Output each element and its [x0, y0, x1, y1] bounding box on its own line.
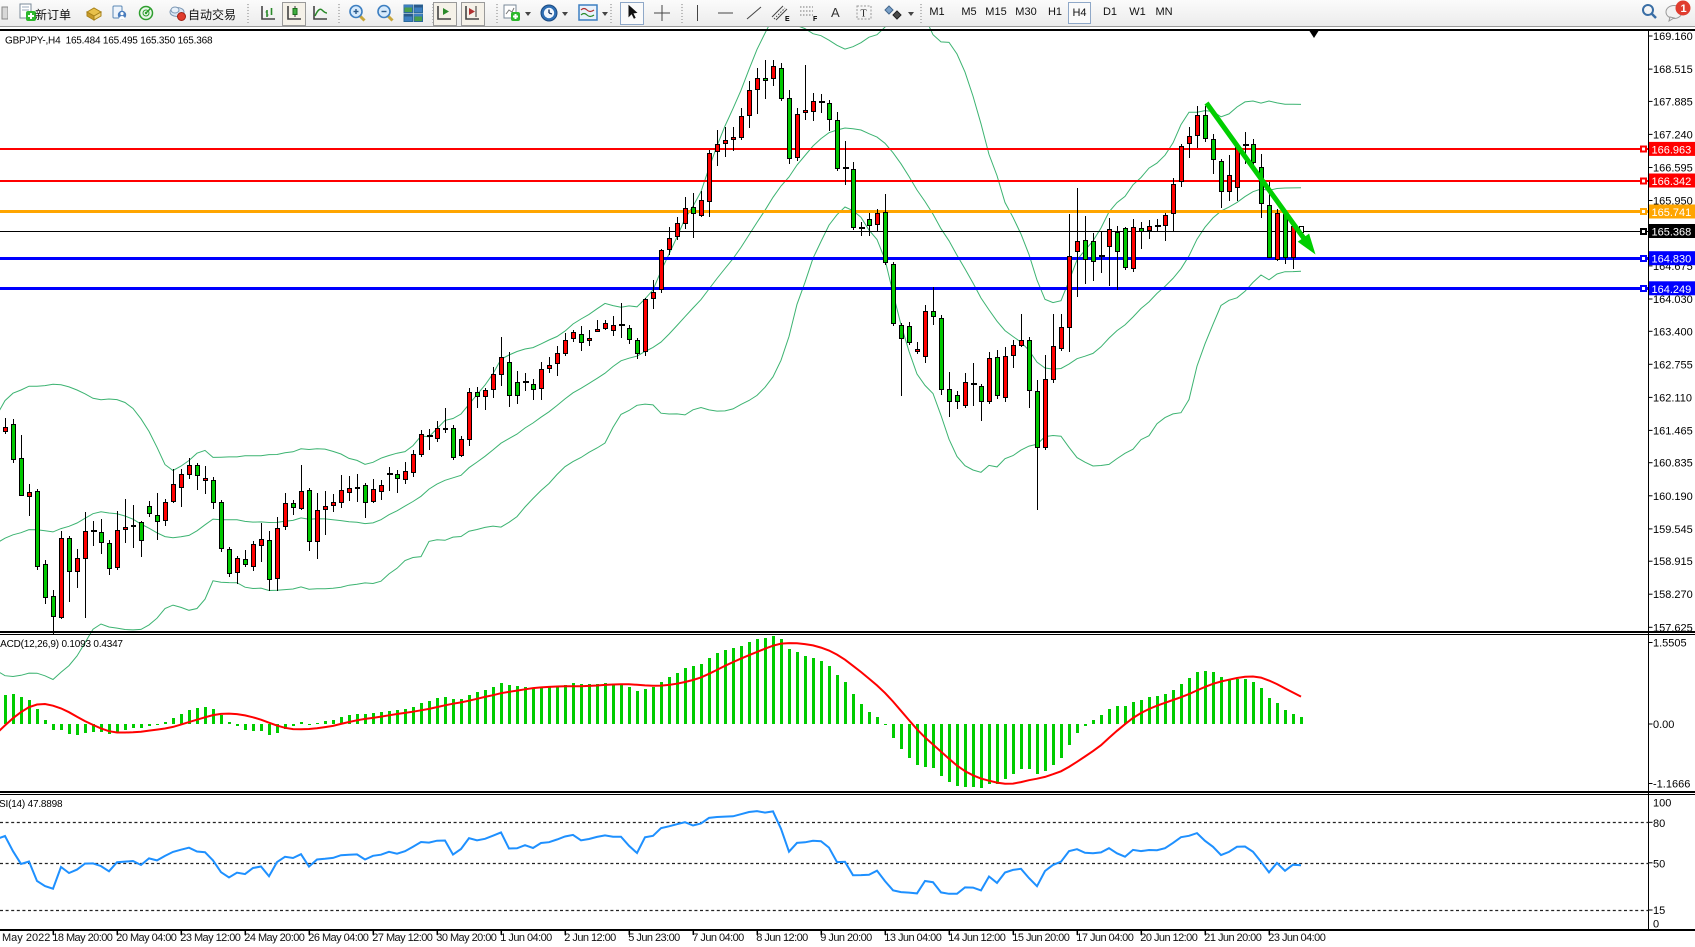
svg-text:2 Jun 12:00: 2 Jun 12:00	[564, 932, 616, 944]
svg-text:167.240: 167.240	[1653, 129, 1693, 141]
svg-text:13 Jun 04:00: 13 Jun 04:00	[884, 932, 941, 944]
svg-text:161.465: 161.465	[1653, 425, 1693, 437]
svg-text:21 Jun 20:00: 21 Jun 20:00	[1204, 932, 1261, 944]
svg-text:167.885: 167.885	[1653, 96, 1693, 108]
svg-text:23 May 12:00: 23 May 12:00	[180, 932, 240, 944]
svg-text:158.915: 158.915	[1653, 556, 1693, 568]
svg-text:165.368: 165.368	[1652, 227, 1692, 239]
svg-text:5 Jun 23:00: 5 Jun 23:00	[628, 932, 680, 944]
svg-text:18 May 20:00: 18 May 20:00	[52, 932, 112, 944]
svg-text:30 May 20:00: 30 May 20:00	[436, 932, 496, 944]
svg-text:15: 15	[1653, 905, 1665, 917]
svg-text:15 Jun 20:00: 15 Jun 20:00	[1012, 932, 1069, 944]
svg-text:1 Jun 04:00: 1 Jun 04:00	[500, 932, 552, 944]
svg-text:RSI(14) 47.8898: RSI(14) 47.8898	[0, 799, 63, 810]
svg-text:166.963: 166.963	[1652, 144, 1692, 156]
svg-text:50: 50	[1653, 858, 1665, 870]
svg-text:160.835: 160.835	[1653, 458, 1693, 470]
svg-text:168.515: 168.515	[1653, 64, 1693, 76]
svg-text:May 2022: May 2022	[2, 932, 50, 944]
svg-text:166.595: 166.595	[1653, 163, 1693, 175]
svg-text:24 May 20:00: 24 May 20:00	[244, 932, 304, 944]
svg-text:163.400: 163.400	[1653, 326, 1693, 338]
svg-text:F: F	[813, 16, 818, 23]
svg-text:162.755: 162.755	[1653, 359, 1693, 371]
svg-text:164.249: 164.249	[1652, 284, 1692, 296]
svg-text:GBPJPY-,H4 165.484 165.495 16: GBPJPY-,H4 165.484 165.495 165.350 165.3…	[5, 36, 213, 47]
svg-text:17 Jun 04:00: 17 Jun 04:00	[1076, 932, 1133, 944]
svg-text:20 May 04:00: 20 May 04:00	[116, 932, 176, 944]
svg-text:20 Jun 12:00: 20 Jun 12:00	[1140, 932, 1197, 944]
svg-text:100: 100	[1653, 798, 1671, 810]
svg-text:169.160: 169.160	[1653, 31, 1693, 43]
svg-text:8 Jun 12:00: 8 Jun 12:00	[756, 932, 808, 944]
svg-text:0: 0	[1653, 919, 1659, 931]
svg-text:T: T	[861, 9, 867, 20]
svg-text:164.030: 164.030	[1653, 294, 1693, 306]
svg-text:80: 80	[1653, 818, 1665, 830]
svg-text:1: 1	[1681, 3, 1687, 15]
svg-text:14 Jun 12:00: 14 Jun 12:00	[948, 932, 1005, 944]
svg-text:9 Jun 20:00: 9 Jun 20:00	[820, 932, 872, 944]
svg-text:159.545: 159.545	[1653, 524, 1693, 536]
svg-text:26 May 04:00: 26 May 04:00	[308, 932, 368, 944]
svg-text:E: E	[785, 16, 790, 23]
svg-text:-1.1666: -1.1666	[1653, 779, 1690, 791]
svg-text:0.00: 0.00	[1653, 719, 1674, 731]
svg-text:27 May 12:00: 27 May 12:00	[372, 932, 432, 944]
svg-text:23 Jun 04:00: 23 Jun 04:00	[1268, 932, 1325, 944]
svg-text:162.110: 162.110	[1653, 392, 1692, 404]
svg-text:157.625: 157.625	[1653, 622, 1693, 634]
svg-text:MACD(12,26,9) 0.1093 0.4347: MACD(12,26,9) 0.1093 0.4347	[0, 639, 123, 650]
svg-text:7 Jun 04:00: 7 Jun 04:00	[692, 932, 744, 944]
svg-text:1.5505: 1.5505	[1653, 638, 1687, 650]
svg-text:164.830: 164.830	[1652, 254, 1692, 266]
svg-text:158.270: 158.270	[1653, 589, 1693, 601]
svg-text:165.741: 165.741	[1652, 207, 1692, 219]
svg-text:160.190: 160.190	[1653, 491, 1693, 503]
svg-text:166.342: 166.342	[1652, 176, 1692, 188]
